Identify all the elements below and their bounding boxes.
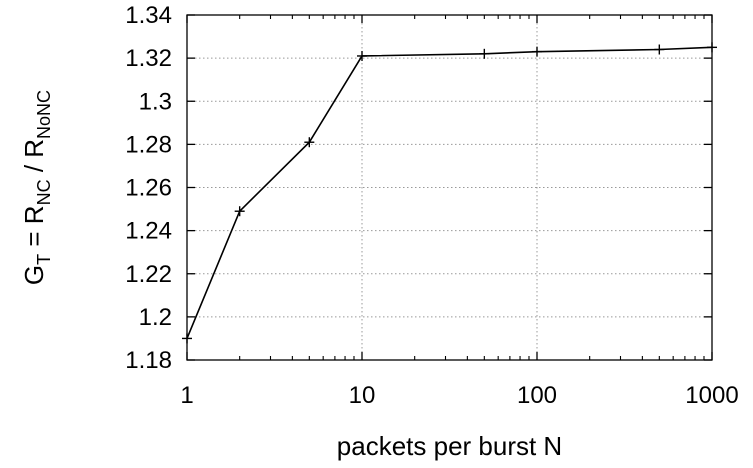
series-line — [186, 46, 713, 339]
x-axis-label: packets per burst N — [337, 431, 562, 461]
grid — [187, 15, 712, 360]
y-tick-label: 1.34 — [125, 2, 172, 29]
y-tick-label: 1.2 — [139, 304, 172, 331]
y-tick-label: 1.32 — [125, 45, 172, 72]
x-tick-label: 1 — [180, 382, 193, 409]
x-tick-label: 1000 — [685, 382, 738, 409]
data-point — [532, 46, 542, 57]
y-tick-label: 1.28 — [125, 131, 172, 158]
series — [182, 42, 717, 344]
y-tick-label: 1.26 — [125, 175, 172, 202]
y-label-g: G — [19, 265, 49, 285]
y-label-nc-sub: NC — [34, 179, 54, 205]
data-point — [182, 333, 192, 344]
plot-frame — [186, 14, 713, 361]
y-axis-label: GT = RNC / RNoNC — [19, 90, 54, 285]
y-ticks: 1.18 1.2 1.22 1.24 1.26 1.28 1.3 1.32 1.34 — [125, 2, 712, 374]
y-label-nonc-sub: NoNC — [34, 90, 54, 139]
y-tick-label: 1.18 — [125, 347, 172, 374]
data-point — [707, 42, 717, 53]
x-ticks: 1 10 100 1000 — [180, 15, 739, 409]
data-point — [234, 206, 245, 217]
y-tick-label: 1.3 — [139, 88, 172, 115]
data-point — [357, 50, 367, 61]
y-tick-label: 1.24 — [125, 218, 172, 245]
y-label-div: / R — [19, 139, 49, 179]
data-point — [479, 48, 490, 59]
y-label-eq: = R — [19, 205, 49, 253]
x-tick-label: 100 — [517, 382, 557, 409]
data-point — [304, 137, 315, 148]
y-tick-label: 1.22 — [125, 261, 172, 288]
x-tick-label: 10 — [349, 382, 376, 409]
data-point — [654, 44, 665, 55]
y-label-g-sub: T — [34, 254, 54, 265]
